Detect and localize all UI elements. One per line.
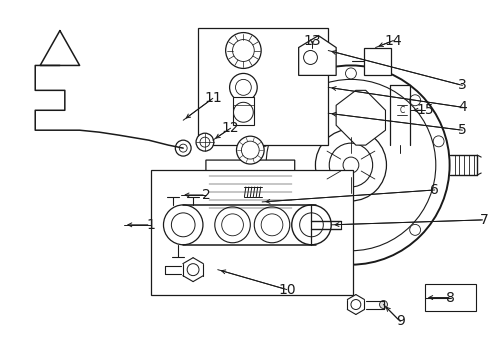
- Text: 12: 12: [222, 121, 239, 135]
- Circle shape: [214, 207, 250, 243]
- Circle shape: [229, 73, 257, 101]
- Circle shape: [345, 68, 356, 79]
- Circle shape: [163, 205, 203, 245]
- Text: 11: 11: [203, 91, 221, 105]
- Circle shape: [187, 264, 199, 276]
- Text: 8: 8: [445, 291, 454, 305]
- Circle shape: [196, 133, 213, 151]
- Text: 4: 4: [457, 100, 466, 114]
- Circle shape: [315, 129, 386, 201]
- Text: 9: 9: [395, 314, 404, 328]
- Text: 10: 10: [278, 283, 295, 297]
- Bar: [424, 284, 475, 311]
- Circle shape: [328, 143, 372, 187]
- Text: 2: 2: [201, 188, 210, 202]
- Bar: [363, 48, 390, 75]
- Text: 15: 15: [415, 103, 433, 117]
- Circle shape: [261, 214, 282, 236]
- Circle shape: [432, 136, 443, 147]
- Text: 6: 6: [429, 183, 438, 197]
- Text: 7: 7: [479, 213, 488, 227]
- Bar: [150, 170, 352, 294]
- Text: 5: 5: [457, 123, 466, 137]
- Circle shape: [225, 32, 261, 68]
- Text: 14: 14: [384, 33, 401, 48]
- Text: 3: 3: [457, 78, 466, 93]
- Circle shape: [291, 205, 330, 245]
- Text: 13: 13: [303, 33, 321, 48]
- Circle shape: [200, 137, 209, 147]
- Circle shape: [221, 214, 243, 236]
- Bar: [232, 97, 254, 125]
- Polygon shape: [205, 160, 294, 220]
- Circle shape: [303, 50, 317, 64]
- Circle shape: [179, 144, 187, 152]
- Circle shape: [232, 40, 254, 62]
- Bar: [198, 28, 327, 145]
- Circle shape: [379, 301, 386, 309]
- Circle shape: [294, 195, 304, 205]
- Circle shape: [409, 224, 420, 235]
- Circle shape: [265, 80, 435, 251]
- Circle shape: [241, 141, 259, 159]
- Circle shape: [233, 102, 253, 122]
- Circle shape: [409, 95, 420, 106]
- Circle shape: [343, 157, 358, 173]
- Circle shape: [266, 206, 277, 216]
- Text: 1: 1: [146, 218, 155, 232]
- Circle shape: [236, 136, 264, 164]
- Circle shape: [175, 140, 191, 156]
- Circle shape: [281, 95, 292, 106]
- Polygon shape: [298, 36, 335, 75]
- Circle shape: [252, 66, 448, 265]
- Circle shape: [350, 300, 360, 310]
- Circle shape: [322, 248, 332, 259]
- Circle shape: [299, 213, 323, 237]
- Polygon shape: [335, 90, 385, 145]
- Circle shape: [235, 80, 251, 95]
- Text: C: C: [399, 106, 404, 115]
- Circle shape: [171, 213, 195, 237]
- Circle shape: [254, 207, 289, 243]
- Circle shape: [257, 136, 268, 147]
